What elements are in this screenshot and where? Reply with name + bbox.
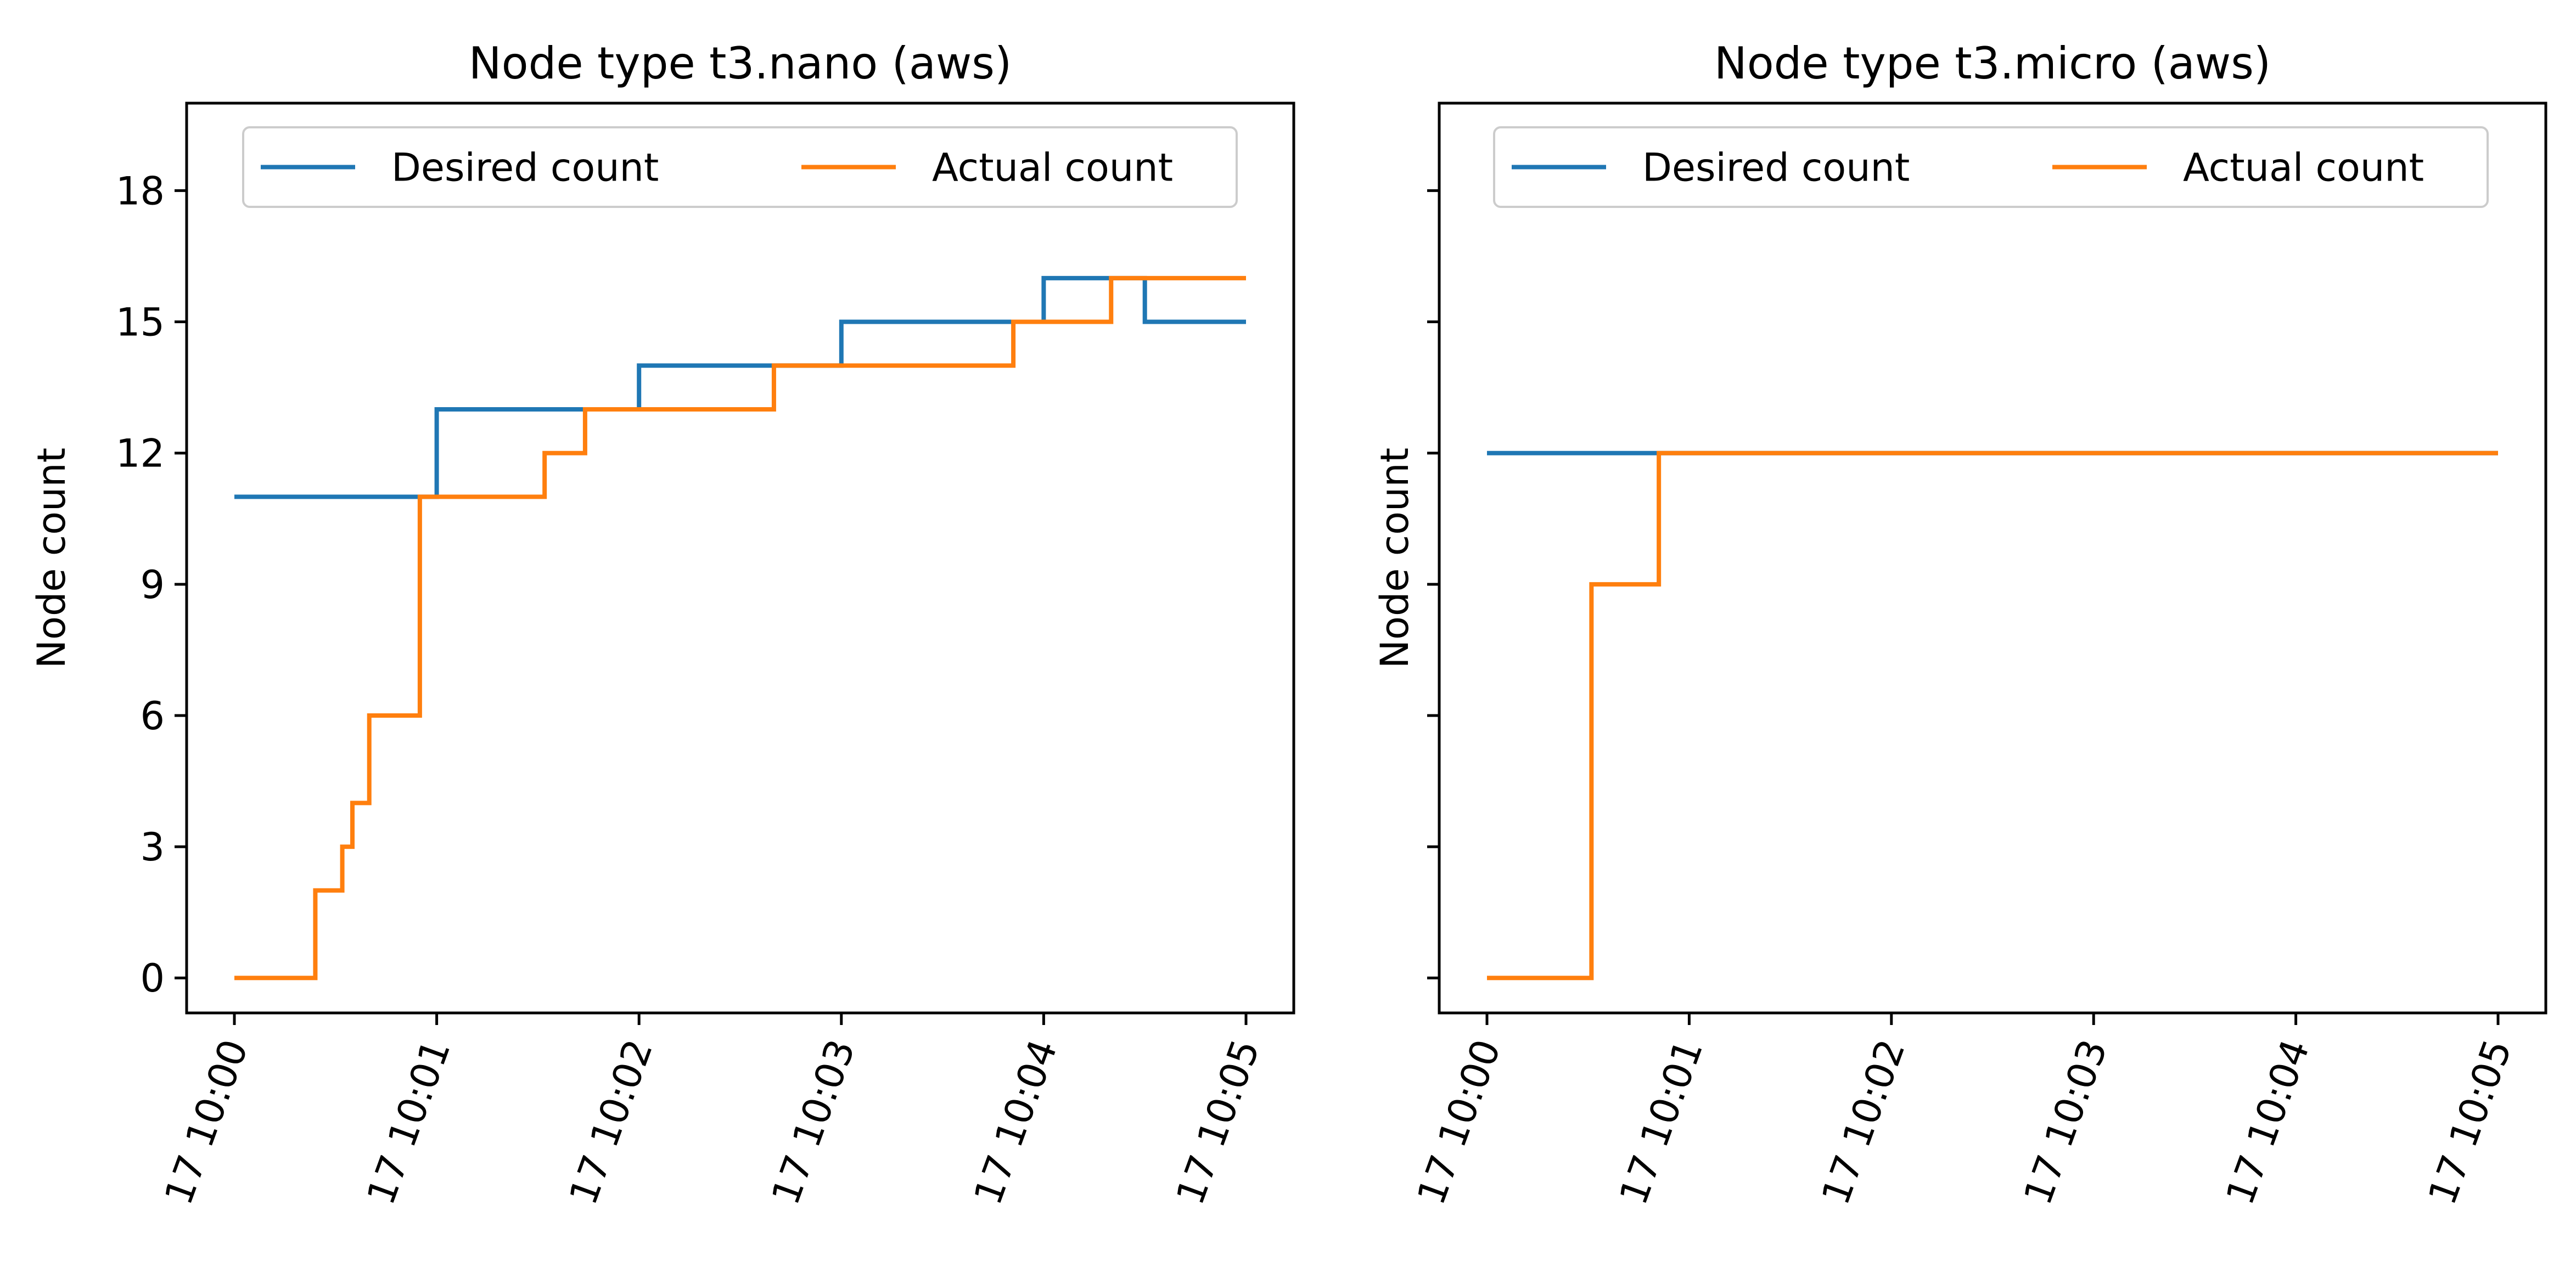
x-tick-label: 17 10:04 [2217, 1034, 2318, 1210]
y-tick-label: 9 [140, 562, 165, 607]
x-tick-label: 17 10:05 [2420, 1034, 2521, 1210]
legend-label: Desired count [1642, 145, 1910, 190]
x-tick-label: 17 10:01 [358, 1034, 459, 1210]
legend-label: Actual count [2183, 145, 2424, 190]
x-tick-label: 17 10:01 [1610, 1034, 1711, 1210]
series-line-desired-count [234, 275, 1246, 499]
y-axis-label: Node count [1372, 448, 1417, 668]
y-tick-label: 18 [116, 168, 165, 213]
axes-frame [1438, 102, 2547, 1015]
axes-frame [185, 102, 1295, 1015]
chart-left: Node type t3.nano (aws) Node count 0 3 6 9 12 1… [29, 38, 1295, 1210]
y-tick-label: 15 [116, 300, 165, 345]
y-tick-label: 6 [140, 694, 165, 739]
chart-right: Node type t3.micro (aws) Node count 17 10:… [1372, 38, 2547, 1210]
legend-box [242, 126, 1238, 208]
y-tick-label: 3 [140, 825, 165, 870]
x-tick-label: 17 10:03 [2015, 1034, 2116, 1210]
chart-title: Node type t3.micro (aws) [1714, 38, 2271, 89]
legend-label: Actual count [932, 145, 1173, 190]
y-axis-label: Node count [29, 448, 74, 668]
x-tick-label: 17 10:03 [763, 1034, 864, 1210]
series-line-actual-count [1487, 450, 2498, 981]
y-tick-label: 0 [140, 956, 165, 1001]
x-tick-label: 17 10:04 [965, 1034, 1066, 1210]
x-tick-label: 17 10:05 [1168, 1034, 1269, 1210]
legend: Desired count Actual count [1493, 126, 2489, 208]
x-tick-label: 17 10:00 [156, 1034, 257, 1210]
legend: Desired count Actual count [242, 126, 1238, 208]
x-tick-label: 17 10:02 [560, 1034, 661, 1210]
series-line-actual-count [234, 275, 1246, 981]
legend-box [1493, 126, 2489, 208]
legend-label: Desired count [391, 145, 659, 190]
y-tick-label: 12 [116, 431, 165, 476]
chart-title: Node type t3.nano (aws) [469, 38, 1012, 89]
x-tick-label: 17 10:00 [1408, 1034, 1509, 1210]
x-tick-label: 17 10:02 [1813, 1034, 1914, 1210]
